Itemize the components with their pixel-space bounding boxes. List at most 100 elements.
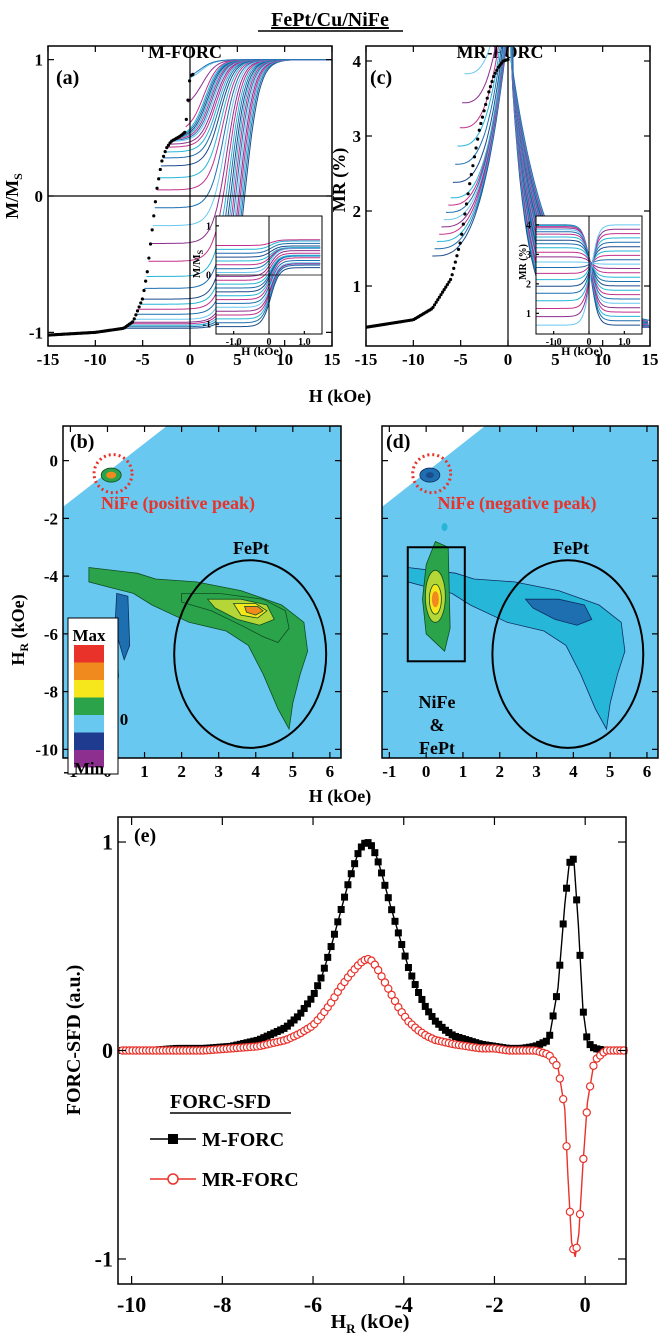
inset-forc-curve <box>536 233 641 309</box>
panel-e-y-tick-label: -1 <box>95 1247 113 1272</box>
major-loop-point <box>445 282 449 287</box>
panel-b-y-tick-label: -4 <box>44 567 59 586</box>
m-forc-point <box>351 860 359 868</box>
mr-forc-point <box>377 972 386 981</box>
panel-d-x-tick-label: 6 <box>643 762 652 781</box>
major-loop-point <box>461 222 465 226</box>
fept-peak <box>244 606 264 616</box>
major-loop-point <box>160 159 164 163</box>
mr-forc-point <box>565 1207 575 1217</box>
m-forc-point <box>378 869 386 877</box>
panel-d-mixed-line3: FePt <box>419 738 455 758</box>
panel-c-inset-x-axis-label: H (kOe) <box>561 344 603 358</box>
m-forc-point <box>556 961 564 969</box>
mr-forc-point <box>582 1108 591 1117</box>
panel-e-legend: FORC-SFD M-FORC MR-FORC <box>150 1091 299 1191</box>
m-forc-point <box>310 989 318 997</box>
inset-forc-curve <box>216 254 321 285</box>
inset-forc-curve <box>536 261 641 265</box>
mr-forc-point <box>562 1142 571 1151</box>
colorbar-zero-label: 0 <box>120 710 129 729</box>
major-loop-point <box>471 164 475 168</box>
panel-b-y-tick-label: -10 <box>35 740 58 759</box>
inset-forc-curve <box>216 248 321 273</box>
major-loop-point <box>450 273 454 277</box>
major-loop-point <box>447 280 451 284</box>
major-loop-point <box>460 232 464 236</box>
major-loop-point <box>161 154 166 158</box>
major-loop-point <box>466 192 470 196</box>
m-forc-point <box>552 993 560 1001</box>
panel-d-x-tick-label: 2 <box>496 762 505 781</box>
fept-contour-dark <box>524 598 593 626</box>
major-loop-point <box>132 317 136 321</box>
panel-c-inset-y-tick-label: 1 <box>526 309 531 320</box>
inset-forc-curve <box>536 251 641 274</box>
m-forc-point <box>341 893 349 901</box>
major-loop-point <box>157 177 161 181</box>
major-loop-point <box>163 150 167 154</box>
panel-c-label: (c) <box>370 67 392 89</box>
major-loop-point <box>137 305 141 309</box>
inset-forc-curve <box>536 241 641 294</box>
m-forc-point <box>411 981 419 989</box>
panel-b-y-tick-label: -8 <box>44 683 58 702</box>
m-forc-point <box>327 943 335 951</box>
m-forc-point <box>347 870 355 878</box>
panel-a-inset-y-tick-label: -1 <box>203 320 211 331</box>
fept-ellipse <box>491 559 645 749</box>
panel-a-y-label-sub: S <box>11 173 25 180</box>
panel-b-colorbar <box>67 617 119 775</box>
legend-m-forc-label: M-FORC <box>202 1129 284 1151</box>
panel-a-y-axis-label: M/MS <box>2 173 25 219</box>
major-loop-point <box>439 293 443 297</box>
legend-title: FORC-SFD <box>170 1091 271 1113</box>
mr-forc-point <box>387 990 396 1000</box>
major-loop-point <box>440 290 445 294</box>
panel-d-x-tick-label: 5 <box>606 762 615 781</box>
panel-d-mixed-line2: & <box>430 715 445 735</box>
inset-forc-curve <box>536 254 641 274</box>
inset-forc-curve <box>536 243 641 282</box>
m-forc-point <box>304 1000 312 1008</box>
major-loop-point <box>493 71 497 75</box>
series-line <box>122 841 624 1052</box>
major-loop-point <box>474 146 478 150</box>
major-loop-point <box>144 279 148 283</box>
m-forc-point <box>579 1008 587 1016</box>
panel-c-inset-y-tick-label: 2 <box>526 279 531 290</box>
panel-c-inset-y-tick-label: 4 <box>526 220 531 231</box>
top-x-axis-label: H (kOe) <box>309 386 372 407</box>
panel-e-x-label-sub: R <box>346 1321 356 1336</box>
panel-a-x-tick-label: 15 <box>324 350 341 369</box>
m-forc-point <box>415 988 423 996</box>
colorbar-swatch <box>74 645 104 663</box>
panel-e-y-tick-label: 0 <box>102 1038 113 1063</box>
panel-a-x-tick-label: 0 <box>186 350 195 369</box>
inset-forc-curve <box>216 247 321 262</box>
panel-d-label: (d) <box>386 431 410 453</box>
panel-c-inset-y-axis-label: MR (%) <box>518 244 529 280</box>
major-loop-point <box>490 79 494 84</box>
panel-e-x-tick-label: -6 <box>304 1292 322 1317</box>
map-unmeasured-region <box>382 426 486 507</box>
panel-b-y-label-sub: R <box>17 643 31 652</box>
mr-forc-point <box>373 965 383 975</box>
panel-a-x-tick-label: -5 <box>136 350 150 369</box>
inset-forc-curve <box>216 239 321 246</box>
mr-forc-point <box>384 984 393 993</box>
major-loop-point <box>165 145 169 150</box>
m-forc-point <box>293 1013 301 1021</box>
nife-highlight-circle <box>411 453 453 495</box>
panel-d-x-tick-label: -1 <box>382 762 396 781</box>
major-loop-point <box>153 200 158 204</box>
panel-c-y-tick-label: 2 <box>353 202 362 221</box>
mr-forc-point <box>579 1154 588 1164</box>
legend-mr-forc-label: MR-FORC <box>202 1169 299 1191</box>
m-forc-point <box>374 858 382 866</box>
panel-e-x-tick-label: 0 <box>580 1292 591 1317</box>
major-loop-point <box>158 167 162 172</box>
m-forc-point <box>354 850 362 858</box>
major-loop-point <box>183 130 187 134</box>
